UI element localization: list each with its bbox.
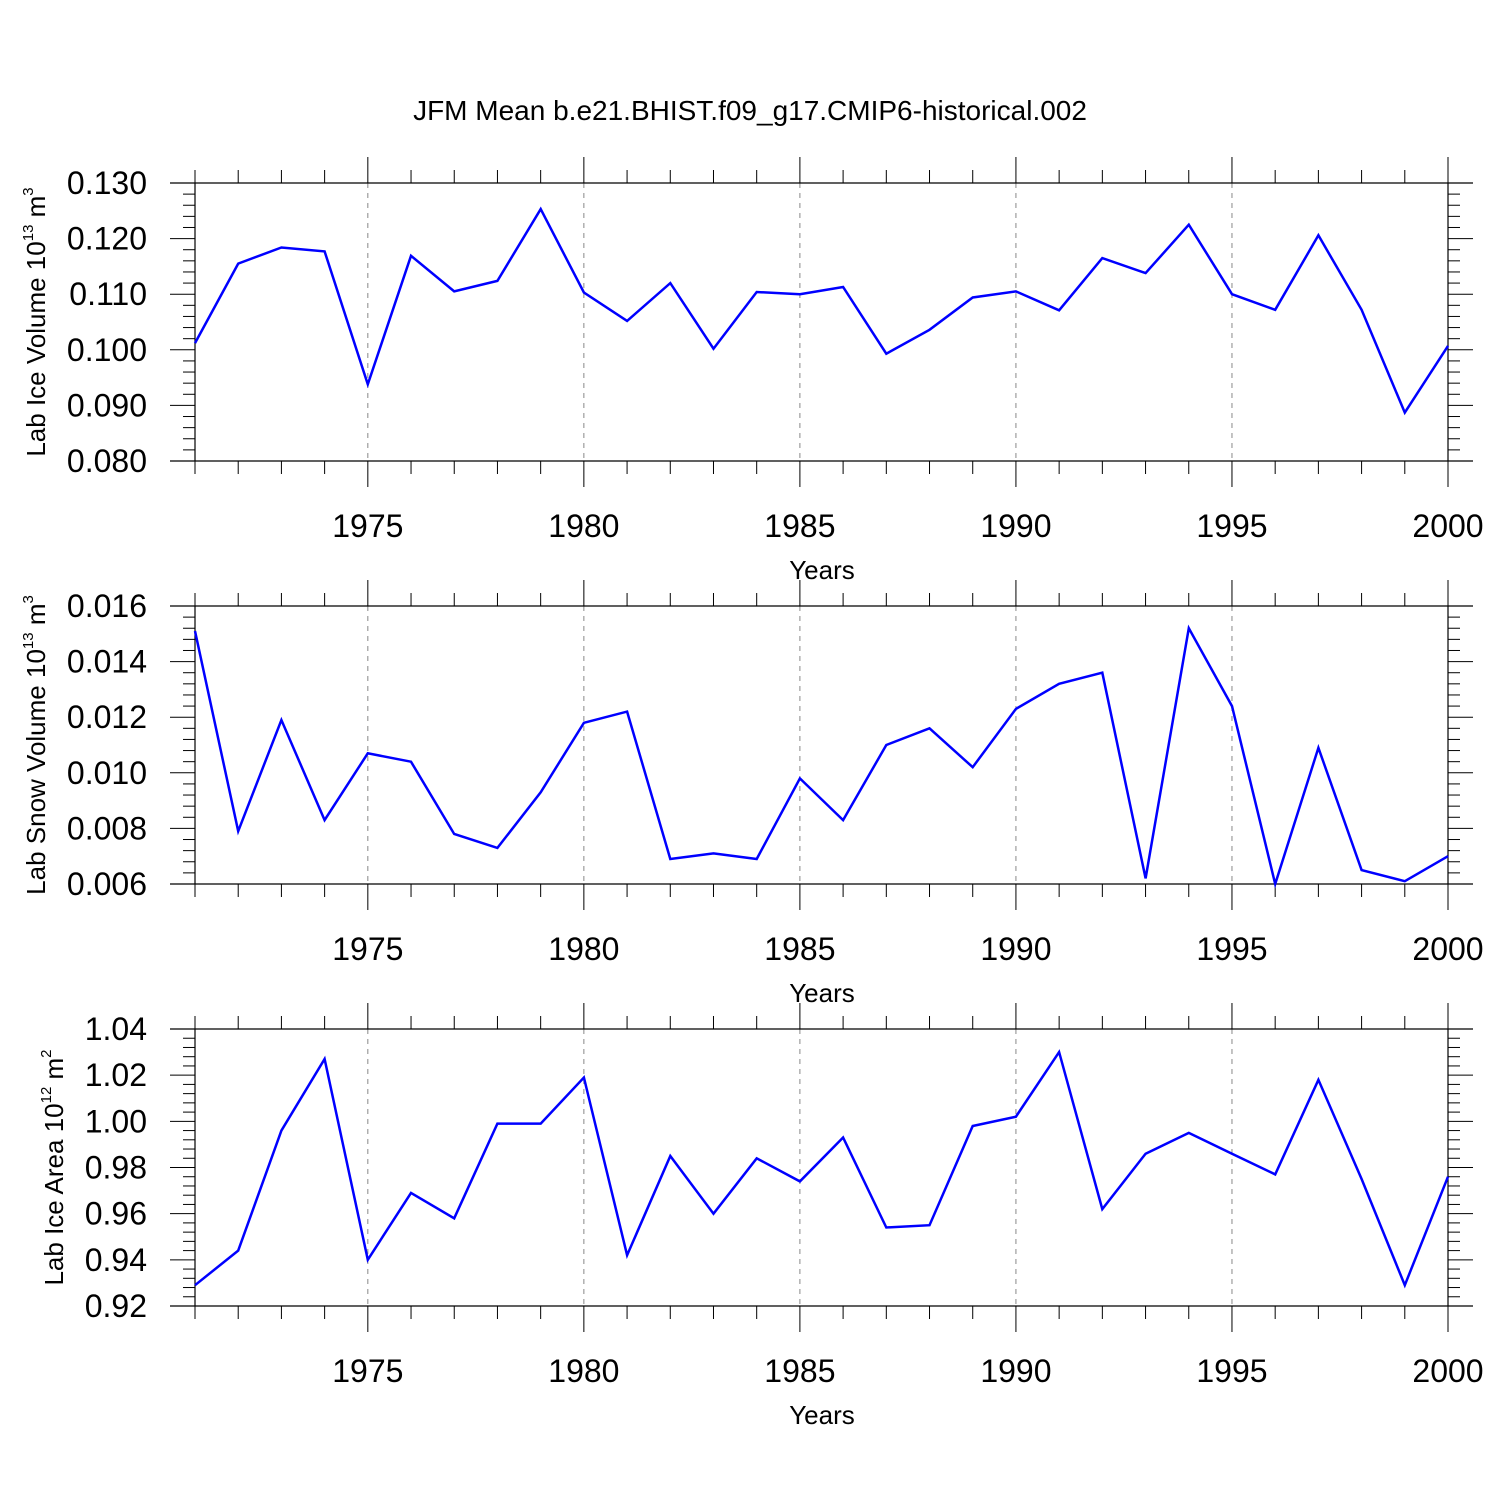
x-tick-label: 2000 xyxy=(1412,931,1483,967)
figure-title: JFM Mean b.e21.BHIST.f09_g17.CMIP6-histo… xyxy=(413,95,1087,126)
x-tick-label: 1985 xyxy=(764,1353,835,1389)
y-axis-title: Lab Ice Area 1012 m2 xyxy=(38,1049,69,1285)
y-tick-label: 0.012 xyxy=(67,699,147,735)
y-tick-label: 0.080 xyxy=(67,443,147,479)
y-tick-label: 1.02 xyxy=(85,1057,147,1093)
x-axis-title: Years xyxy=(789,1400,855,1430)
x-tick-label: 1975 xyxy=(332,508,403,544)
x-tick-label: 1995 xyxy=(1196,1353,1267,1389)
x-tick-label: 1980 xyxy=(548,508,619,544)
chart-panel-2: 1975 1980 1985 1990 1995 2000 Years 0.006 0.008 0… xyxy=(20,580,1484,1008)
y-tick-label: 0.010 xyxy=(67,755,147,791)
y-tick-label: 0.92 xyxy=(85,1288,147,1324)
y-tick-label: 0.110 xyxy=(69,276,147,312)
y-tick-label: 0.98 xyxy=(85,1150,147,1186)
y-tick-label: 0.100 xyxy=(67,332,147,368)
y-tick-label: 0.008 xyxy=(67,810,147,846)
x-tick-label: 1980 xyxy=(548,931,619,967)
x-tick-label: 1995 xyxy=(1196,508,1267,544)
x-tick-label: 1985 xyxy=(764,508,835,544)
chart-panel-1: 1975 1980 1985 1990 1995 2000 Years 0.080 0.090 0… xyxy=(20,157,1484,585)
x-tick-label: 2000 xyxy=(1412,508,1483,544)
series-line xyxy=(193,206,1450,416)
x-tick-label: 1990 xyxy=(980,1353,1051,1389)
x-axis-title: Years xyxy=(789,555,855,585)
x-tick-label: 1980 xyxy=(548,1353,619,1389)
y-tick-label: 0.090 xyxy=(67,387,147,423)
y-tick-label: 0.006 xyxy=(67,866,147,902)
x-tick-label: 1990 xyxy=(980,508,1051,544)
y-tick-label: 0.130 xyxy=(67,165,147,201)
y-tick-label: 1.00 xyxy=(85,1103,147,1139)
y-axis-title: Lab Snow Volume 1013 m3 xyxy=(20,595,51,895)
y-tick-label: 0.96 xyxy=(85,1196,147,1232)
x-tick-label: 2000 xyxy=(1412,1353,1483,1389)
x-tick-label: 1995 xyxy=(1196,931,1267,967)
x-tick-label: 1985 xyxy=(764,931,835,967)
series-line xyxy=(194,1049,1450,1289)
x-tick-label: 1975 xyxy=(332,1353,403,1389)
y-axis-title: Lab Ice Volume 1013 m3 xyxy=(20,187,51,456)
series-line xyxy=(193,624,1449,889)
y-tick-label: 1.04 xyxy=(85,1011,147,1047)
x-tick-label: 1990 xyxy=(980,931,1051,967)
y-tick-label: 0.016 xyxy=(67,588,147,624)
x-tick-label: 1975 xyxy=(332,931,403,967)
chart-panel-3: 1975 1980 1985 1990 1995 2000 Years 0.92 0.94 0.9… xyxy=(38,1003,1484,1430)
y-tick-label: 0.94 xyxy=(85,1242,147,1278)
y-tick-label: 0.014 xyxy=(67,644,147,680)
y-tick-label: 0.120 xyxy=(67,221,147,257)
x-axis-title: Years xyxy=(789,978,855,1008)
